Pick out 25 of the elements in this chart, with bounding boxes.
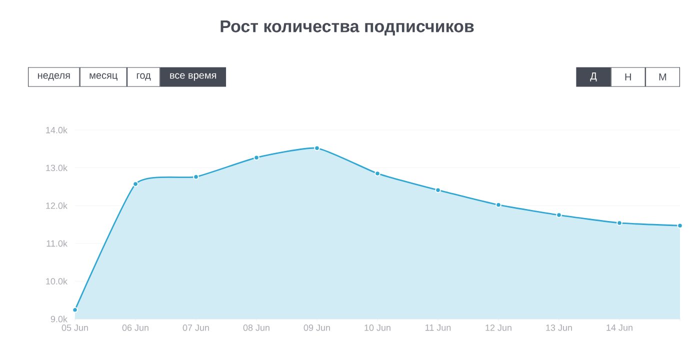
point <box>132 181 138 187</box>
x-tick-label: 05 Jun <box>62 324 88 331</box>
text: М <box>659 74 666 80</box>
x-tick-label: 11 Jun <box>426 324 451 331</box>
x-tick-label: 07 Jun <box>182 324 209 331</box>
x-tick-label: 12 Jun <box>486 324 512 331</box>
x-tick-label: 10 Jun <box>364 324 390 331</box>
text: неделя <box>38 73 70 81</box>
chart-title: Рост количества подписчиков <box>220 20 474 36</box>
text: Д <box>590 72 597 82</box>
x-tick-label: 13 Jun <box>546 324 572 331</box>
y-tick-label: 10.0k <box>46 278 68 284</box>
y-tick-label: 9.0k <box>50 316 68 322</box>
text: Н <box>625 74 631 80</box>
x-tick-label: 14 Jun <box>606 324 632 331</box>
y-tick-label: 13.0k <box>46 164 68 172</box>
y-tick-label: 14.0k <box>46 126 68 134</box>
y-tick-label: 12.0k <box>46 202 68 209</box>
y-tick-label: 11.0k <box>46 240 68 247</box>
text: месяц <box>90 73 118 81</box>
x-tick-label: 06 Jun <box>122 324 148 331</box>
x-tick-label: 08 Jun <box>243 324 270 331</box>
text: год <box>136 73 151 81</box>
x-tick-label: 09 Jun <box>304 324 330 331</box>
text: все время <box>170 73 216 81</box>
